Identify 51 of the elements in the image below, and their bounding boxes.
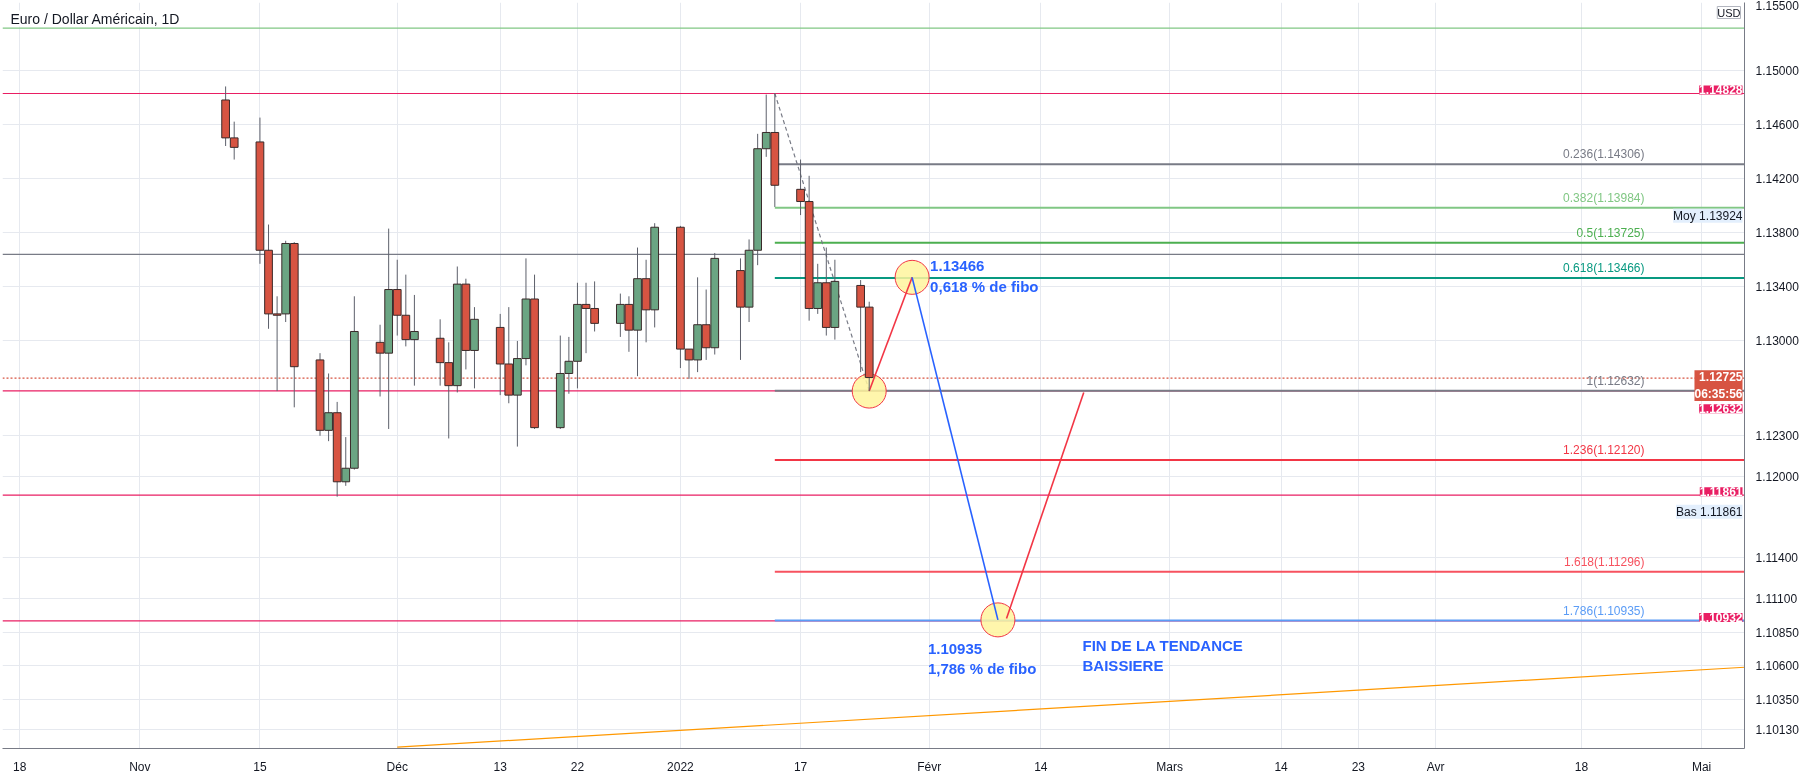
series-label: 1.618(1.11296) [1563,554,1645,569]
x-tick-label: 2022 [667,759,695,774]
y-tick-label: 1.14600 [1755,117,1800,132]
x-tick-label: 17 [793,759,808,774]
x-tick-label: 14 [1274,759,1289,774]
y-axis-title: USD [1717,6,1741,19]
series-label: 0.236(1.14306) [1563,147,1645,162]
y-tick-label: 1.10350 [1755,693,1800,708]
ref-line-label: 1.11861 [1699,485,1743,500]
y-tick-label: 1.12300 [1755,429,1800,444]
y-tick-label: 1.13000 [1755,334,1800,349]
annotation: 1.10935 1,786 % de fibo [927,639,1037,678]
x-tick-label: Févr [917,759,942,774]
annotation: Bas 1.11861 [1676,504,1743,519]
y-tick-label: 1.10850 [1755,625,1800,640]
y-tick-label: 1.10600 [1755,659,1800,674]
y-tick-label: 1.15000 [1755,63,1800,78]
x-tick-label: 14 [1034,759,1048,774]
y-tick-label: 1.10130 [1755,723,1800,738]
x-tick-label: 15 [253,759,267,774]
x-tick-label: Nov [129,759,151,774]
ref-line-label: 1.12632 [1699,402,1743,417]
x-tick-label: 22 [570,759,585,774]
x-tick-label: 13 [493,759,508,774]
x-tick-label: Mai [1691,759,1712,774]
y-tick-label: 1.11400 [1755,551,1799,566]
x-tick-label: Avr [1426,759,1445,774]
series-label: 1.236(1.12120) [1563,443,1645,458]
series-label: 0.618(1.13466) [1563,260,1645,275]
series-label: 0.382(1.13984) [1563,190,1645,205]
y-tick-label: 1.12000 [1755,469,1800,484]
ref-line-label: 1.10932 [1699,610,1743,625]
annotation: 1.13466 0,618 % de fibo [930,257,1039,295]
series-label: 1.786(1.10935) [1563,603,1645,618]
annotation: Moy 1.13924 [1673,208,1743,223]
x-tick-label: Déc [386,759,408,774]
series-label: 0.5(1.13725) [1576,225,1645,240]
annotation: FIN DE LA TENDANCE BAISSIERE [1082,636,1243,674]
x-tick-label: 18 [1574,759,1589,774]
series-label: 1(1.12632) [1586,373,1645,388]
ref-line-label: 1.14828 [1699,83,1743,98]
ref-line-label: 1.12725 06:35:56 [1694,370,1743,402]
x-tick-label: Mars [1156,759,1183,774]
x-tick-label: 23 [1351,759,1366,774]
text: Euro / Dollar Américain, 1D [10,10,180,27]
x-tick-label: 18 [12,759,27,774]
y-tick-label: 1.15500 [1755,0,1800,13]
y-tick-label: 1.13400 [1755,280,1800,295]
y-tick-label: 1.13800 [1755,226,1800,241]
y-tick-label: 1.11100 [1755,591,1798,606]
y-tick-label: 1.14200 [1755,172,1800,187]
